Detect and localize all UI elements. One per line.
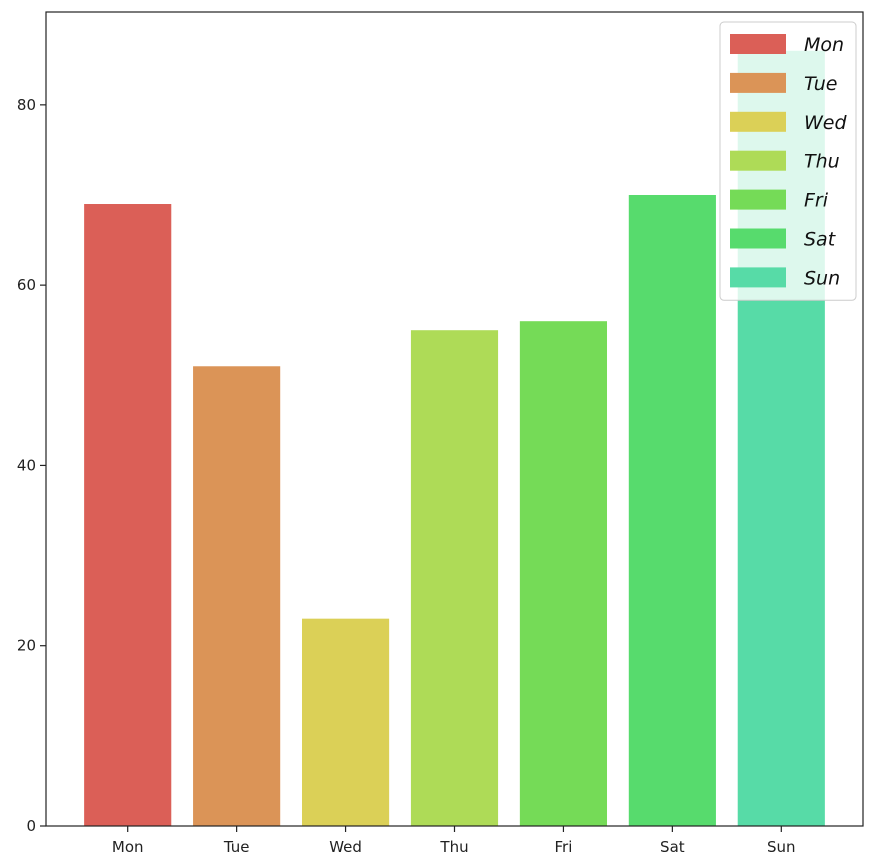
legend-label-sat: Sat [804, 229, 837, 251]
legend-swatch-mon [730, 34, 786, 54]
x-tick-label: Sat [660, 838, 685, 856]
bar-mon [84, 204, 172, 826]
legend-swatch-fri [730, 189, 786, 210]
y-tick-label: 40 [17, 456, 36, 474]
bar-sat [628, 194, 716, 826]
x-tick-label: Tue [223, 838, 250, 856]
y-tick-label: 80 [17, 96, 36, 114]
bar-wed [301, 618, 390, 826]
legend-swatch-tue [730, 72, 786, 93]
bars-group [84, 50, 825, 827]
bar-thu [410, 330, 499, 826]
x-tick-label: Thu [439, 838, 468, 856]
legend-swatch-thu [730, 150, 786, 171]
legend: Mon Tue Wed Thu Fri Sat Sun [719, 21, 857, 301]
x-tick-label: Sun [767, 838, 796, 856]
y-tick-label: 60 [17, 276, 36, 294]
x-tick-label: Fri [554, 838, 572, 856]
y-tick-label: 0 [26, 817, 36, 835]
bar-fri [519, 321, 608, 826]
x-axis-ticks: Mon Tue Wed Thu Fri Sat Sun [112, 826, 796, 856]
legend-swatch-sat [730, 228, 786, 249]
legend-label-tue: Tue [804, 73, 837, 95]
bar-tue [193, 366, 281, 826]
legend-label-fri: Fri [804, 190, 829, 212]
x-tick-label: Mon [112, 838, 144, 856]
legend-swatch-wed [730, 111, 786, 132]
legend-label-wed: Wed [804, 112, 847, 134]
x-tick-label: Wed [329, 838, 362, 856]
legend-label-sun: Sun [804, 267, 840, 289]
y-axis-ticks: 0 20 40 60 80 [17, 96, 46, 835]
legend-swatch-sun [730, 267, 786, 288]
plot-frame [45, 11, 864, 827]
legend-label-thu: Thu [804, 151, 840, 173]
y-tick-label: 20 [17, 637, 36, 655]
legend-label-mon: Mon [804, 34, 844, 56]
